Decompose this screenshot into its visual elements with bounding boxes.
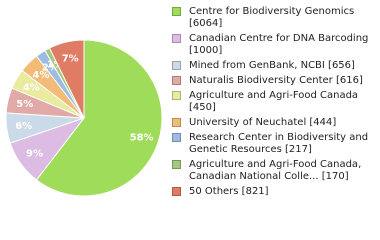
legend-label: Naturalis Biodiversity Center [616] xyxy=(189,75,363,86)
legend-label: University of Neuchatel [444] xyxy=(189,117,337,128)
pie-slice xyxy=(48,39,85,119)
legend-swatch xyxy=(172,34,181,43)
legend-swatch xyxy=(172,91,181,100)
legend-item: 50 Others [821] xyxy=(172,186,372,198)
legend-item: Agriculture and Agri-Food Canada [450] xyxy=(172,90,372,114)
legend-label: Research Center in Biodiversity and Gene… xyxy=(189,132,369,155)
legend-label: Centre for Biodiversity Genomics [6064] xyxy=(189,6,355,29)
legend-item: Mined from GenBank, NCBI [656] xyxy=(172,60,372,72)
legend-swatch xyxy=(172,160,181,169)
legend-item: Centre for Biodiversity Genomics [6064] xyxy=(172,6,372,30)
slice-label: 9% xyxy=(26,148,43,159)
legend-label: 50 Others [821] xyxy=(189,186,269,197)
legend-swatch xyxy=(172,76,181,85)
slice-label: 5% xyxy=(16,99,33,110)
legend-swatch xyxy=(172,187,181,196)
pie-area: 58% 9% 6% 5% 4% 4%2%1%7% xyxy=(5,39,163,197)
pie-slice xyxy=(35,39,163,197)
legend: Centre for Biodiversity Genomics [6064] C… xyxy=(172,6,372,198)
legend-swatch xyxy=(172,7,181,16)
legend-item: Research Center in Biodiversity and Gene… xyxy=(172,132,372,156)
slice-label: 7% xyxy=(62,54,79,65)
legend-swatch xyxy=(172,61,181,70)
slice-label: 2% xyxy=(42,62,59,73)
legend-item: Canadian Centre for DNA Barcoding [1000] xyxy=(172,33,372,57)
slice-label: 58% xyxy=(130,133,154,144)
slice-label: 4% xyxy=(32,70,49,81)
slice-label: 1% xyxy=(47,59,64,70)
legend-item: Naturalis Biodiversity Center [616] xyxy=(172,75,372,87)
slice-label: 6% xyxy=(15,121,32,132)
legend-label: Canadian Centre for DNA Barcoding [1000] xyxy=(189,33,369,56)
legend-swatch xyxy=(172,118,181,127)
legend-label: Mined from GenBank, NCBI [656] xyxy=(189,60,355,71)
legend-swatch xyxy=(172,133,181,142)
legend-label: Agriculture and Agri-Food Canada [450] xyxy=(189,90,359,113)
legend-item: University of Neuchatel [444] xyxy=(172,117,372,129)
legend-label: Agriculture and Agri-Food Canada, Canadi… xyxy=(189,159,362,182)
legend-item: Agriculture and Agri-Food Canada, Canadi… xyxy=(172,159,372,183)
slice-label: 4% xyxy=(23,83,40,94)
